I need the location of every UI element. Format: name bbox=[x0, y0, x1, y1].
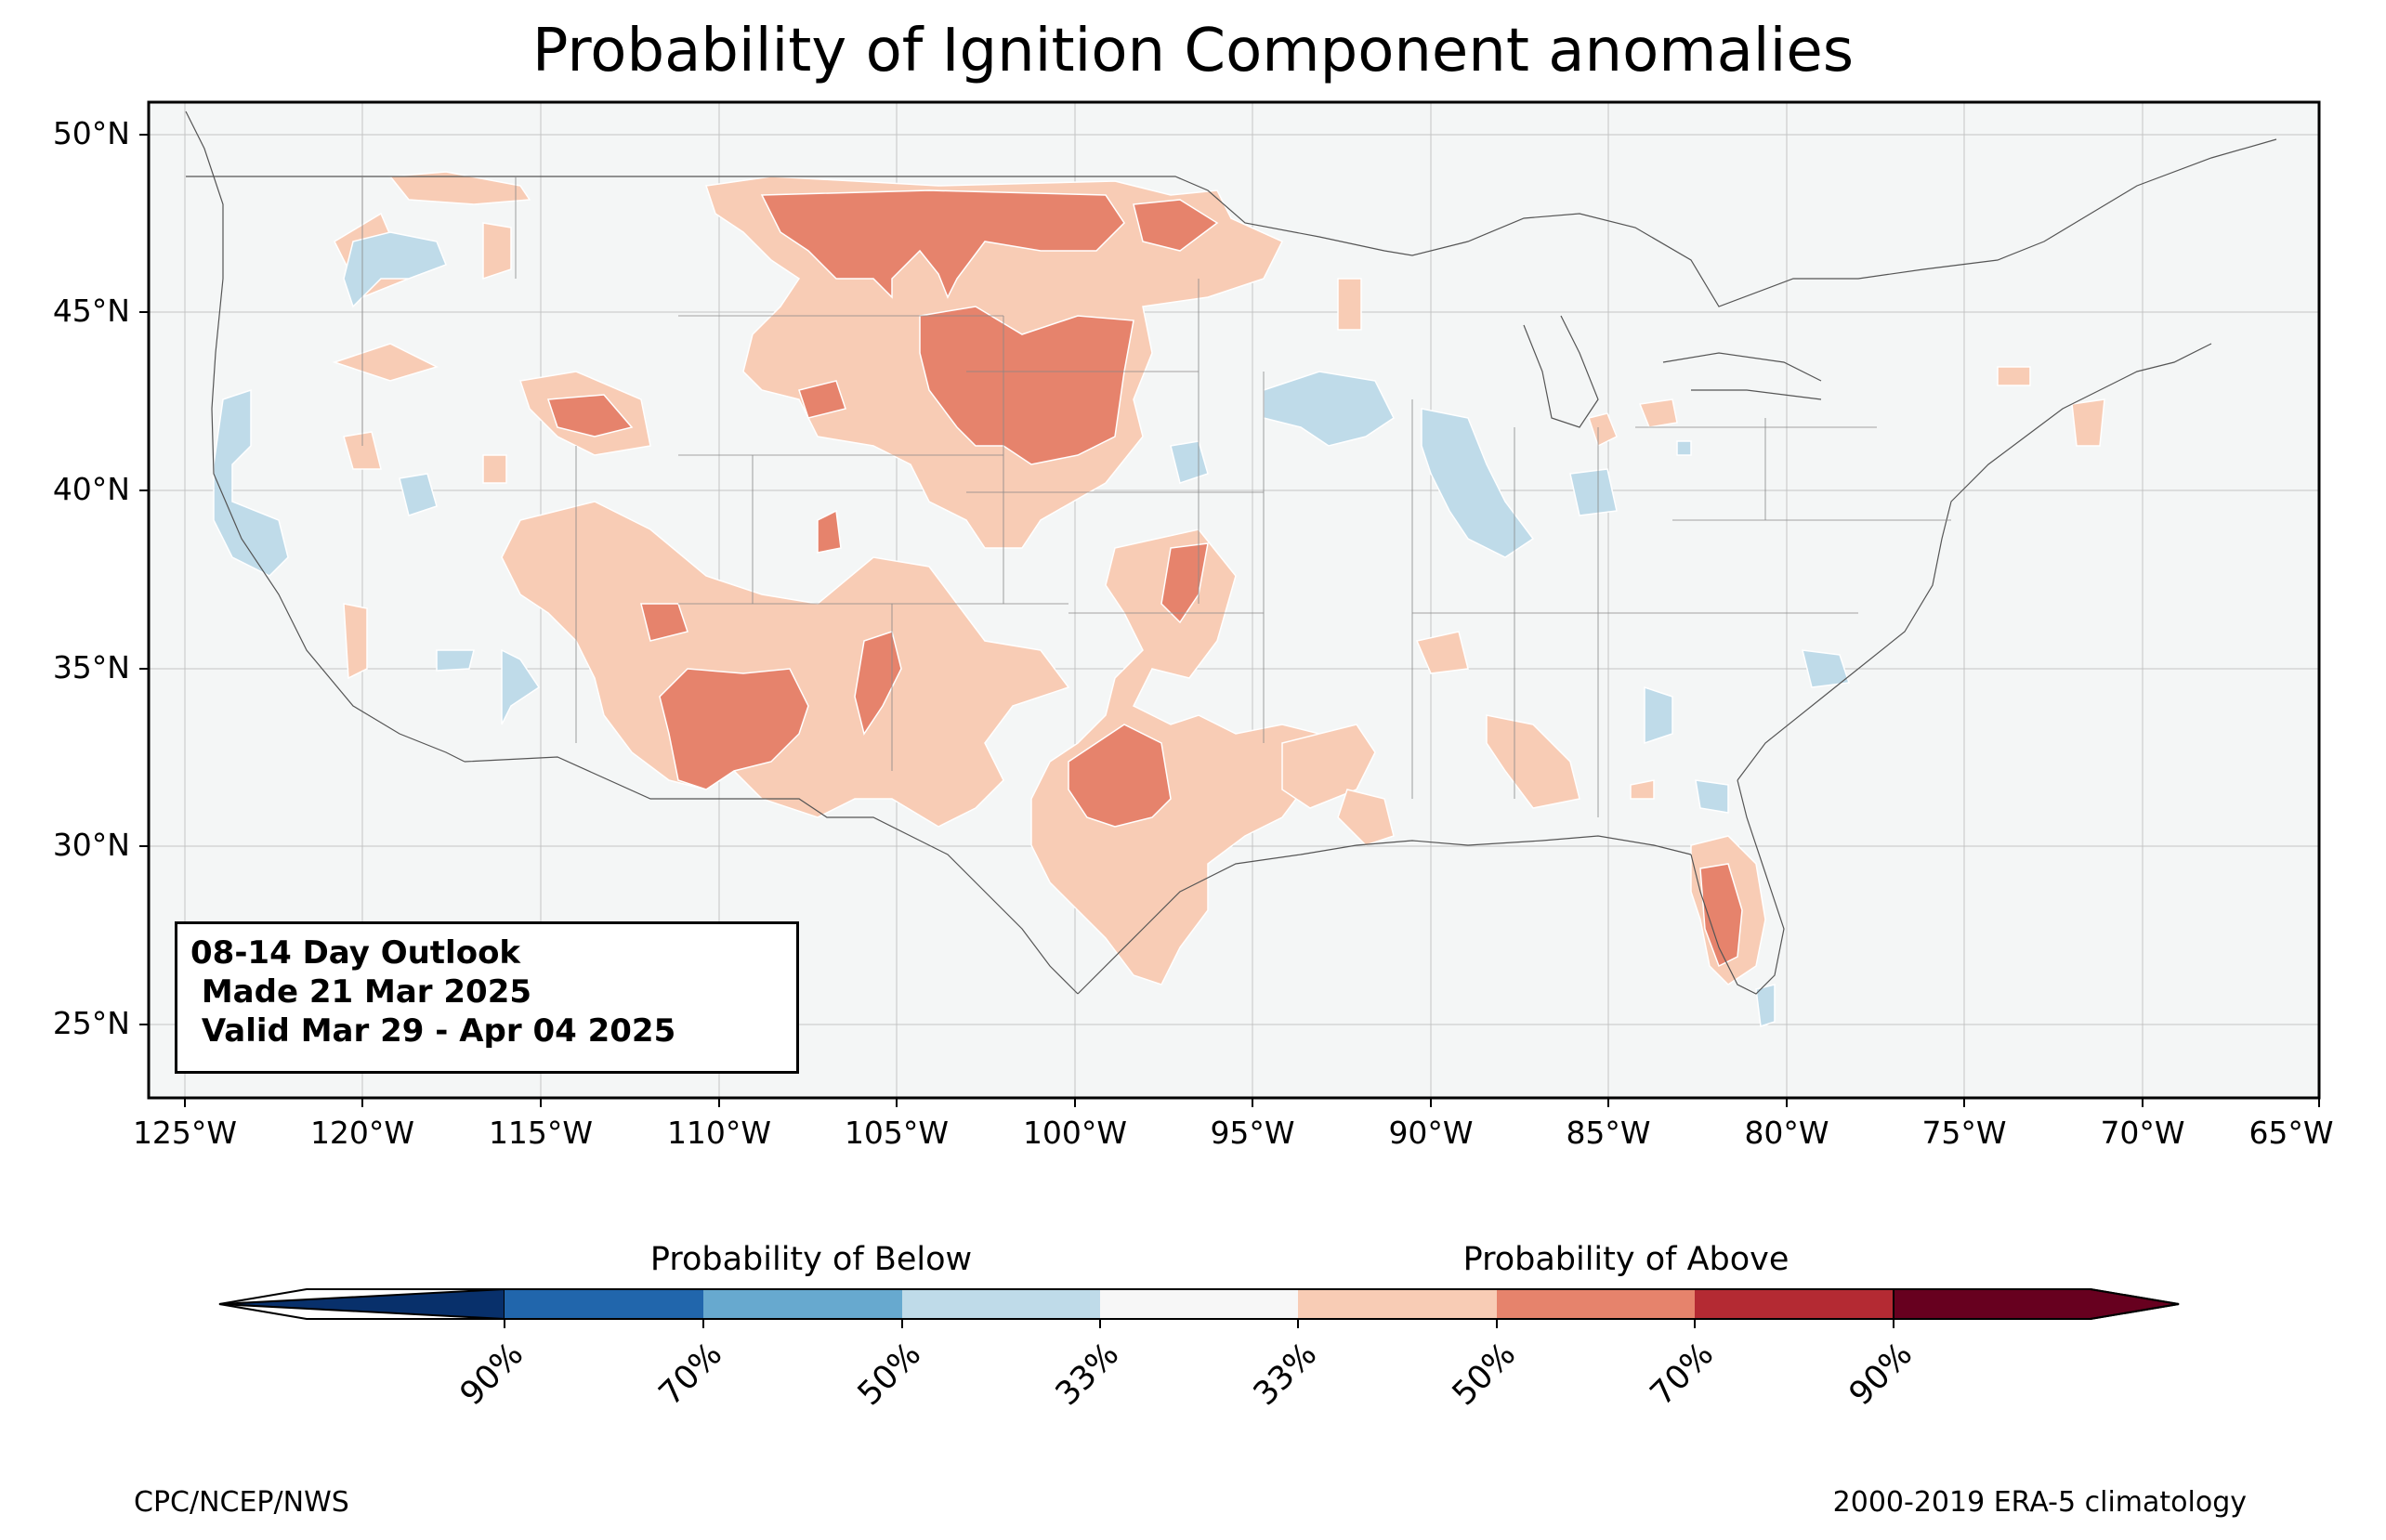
lon-label-80: 80°W bbox=[1744, 1115, 1829, 1151]
lon-label-125: 125°W bbox=[132, 1115, 238, 1151]
nw-spot-1 bbox=[388, 171, 531, 205]
lat-label-45: 45°N bbox=[52, 293, 130, 329]
colorbar-segment-5 bbox=[1298, 1289, 1497, 1319]
ny-spot bbox=[1997, 366, 2031, 386]
arizona-core bbox=[659, 668, 809, 790]
west-coast bbox=[185, 111, 465, 763]
colorbar-segment-7 bbox=[1695, 1289, 1894, 1319]
gulf-coast bbox=[1077, 835, 1692, 995]
texas-core bbox=[1068, 724, 1172, 828]
southwest-region bbox=[501, 501, 1070, 828]
outlook-valid-range: Valid Mar 29 - Apr 04 2025 bbox=[190, 1012, 676, 1050]
lon-label-85: 85°W bbox=[1566, 1115, 1651, 1151]
great-lakes bbox=[1523, 315, 1822, 428]
idaho-core bbox=[546, 394, 634, 437]
east-coast bbox=[1737, 343, 2212, 781]
lon-label-95: 95°W bbox=[1210, 1115, 1295, 1151]
oklahoma-spot bbox=[1160, 542, 1209, 624]
lon-label-90: 90°W bbox=[1388, 1115, 1474, 1151]
south-dakota-core bbox=[919, 306, 1134, 465]
above-50-70-regions bbox=[546, 189, 1743, 968]
colorbar-segment-1 bbox=[505, 1289, 703, 1319]
ne-coast-spot bbox=[2071, 398, 2105, 447]
lon-label-120: 120°W bbox=[309, 1115, 415, 1151]
gulf-coast-spot bbox=[1281, 724, 1376, 809]
ca-valley-spot bbox=[343, 603, 368, 680]
ohio-spot-2 bbox=[1638, 398, 1678, 428]
fl-keys-blue bbox=[1755, 984, 1776, 1028]
sc-blue bbox=[1802, 649, 1851, 688]
lat-label-30: 30°N bbox=[52, 827, 130, 863]
colorbar-extend-above bbox=[1893, 1288, 2180, 1320]
colorbar-below-label: Probability of Below bbox=[649, 1241, 973, 1278]
colorbar-outline bbox=[218, 1288, 2180, 1320]
ks-spot bbox=[817, 509, 842, 554]
colorbar-segment-3 bbox=[902, 1289, 1100, 1319]
florida-core bbox=[1699, 863, 1743, 968]
lat-label-35: 35°N bbox=[52, 649, 130, 685]
idaho-spot bbox=[482, 222, 512, 281]
lon-label-100: 100°W bbox=[1022, 1115, 1128, 1151]
nev-south-spot bbox=[482, 454, 507, 484]
cal-desert-blue bbox=[501, 648, 541, 725]
lat-label-40: 40°N bbox=[52, 471, 130, 507]
wi-spot bbox=[1337, 278, 1362, 331]
illinois-blue bbox=[1421, 408, 1535, 558]
lat-label-50: 50°N bbox=[52, 115, 130, 151]
north-dakota-core bbox=[760, 189, 1125, 299]
outlook-made-date: Made 21 Mar 2025 bbox=[190, 973, 532, 1011]
map-title: Probability of Ignition Component anomal… bbox=[531, 17, 1855, 85]
colorbar-segment-2 bbox=[703, 1289, 902, 1319]
colorbar-segment-4 bbox=[1100, 1289, 1298, 1319]
axis-ticks bbox=[139, 134, 2320, 1107]
iowa-blue bbox=[1263, 371, 1395, 447]
lon-label-70: 70°W bbox=[2100, 1115, 2185, 1151]
colorbar-segment-6 bbox=[1497, 1289, 1695, 1319]
georgia-spot bbox=[1630, 779, 1655, 800]
wyoming-spot bbox=[798, 380, 846, 419]
utah-spot bbox=[640, 603, 688, 642]
coastal-blue bbox=[213, 388, 289, 577]
state-lines bbox=[361, 176, 1951, 817]
mississippi-spot bbox=[1415, 631, 1469, 674]
ga-coast-blue bbox=[1695, 779, 1729, 814]
lon-label-110: 110°W bbox=[666, 1115, 772, 1151]
oregon-blue bbox=[399, 473, 438, 516]
georgia-blue bbox=[1644, 685, 1673, 745]
colorbar bbox=[218, 1287, 2180, 1328]
florida-coast bbox=[1690, 779, 1785, 995]
lat-label-25: 25°N bbox=[52, 1005, 130, 1041]
montana-east-spot bbox=[1133, 199, 1219, 252]
indiana-blue bbox=[1569, 468, 1618, 516]
oregon-spot bbox=[332, 343, 439, 382]
colorbar-above-label: Probability of Above bbox=[1462, 1241, 1790, 1278]
map-frame bbox=[147, 100, 2321, 1100]
alabama-spot bbox=[1486, 714, 1580, 809]
pa-blue bbox=[1676, 440, 1692, 456]
outlook-info-box: 08-14 Day Outlook Made 21 Mar 2025 Valid… bbox=[175, 921, 799, 1074]
colorbar-extend-below bbox=[218, 1287, 505, 1321]
louisiana-spot bbox=[1337, 789, 1395, 846]
footer-source: CPC/NCEP/NWS bbox=[134, 1486, 349, 1519]
ohio-spot bbox=[1588, 412, 1618, 448]
below-33-50-regions bbox=[213, 231, 1851, 1028]
lon-label-65: 65°W bbox=[2248, 1115, 2334, 1151]
texas-region bbox=[1030, 529, 1320, 985]
boundaries bbox=[185, 111, 2277, 995]
lon-label-105: 105°W bbox=[844, 1115, 950, 1151]
us-canada-border bbox=[186, 138, 2277, 307]
lon-label-115: 115°W bbox=[488, 1115, 594, 1151]
nevada-blue bbox=[436, 649, 475, 672]
footer-climatology: 2000-2019 ERA-5 climatology bbox=[1832, 1486, 2247, 1519]
washington-blue bbox=[343, 231, 447, 308]
lon-label-75: 75°W bbox=[1921, 1115, 2007, 1151]
outlook-period: 08-14 Day Outlook bbox=[190, 934, 521, 972]
us-mexico-border bbox=[464, 756, 1079, 995]
